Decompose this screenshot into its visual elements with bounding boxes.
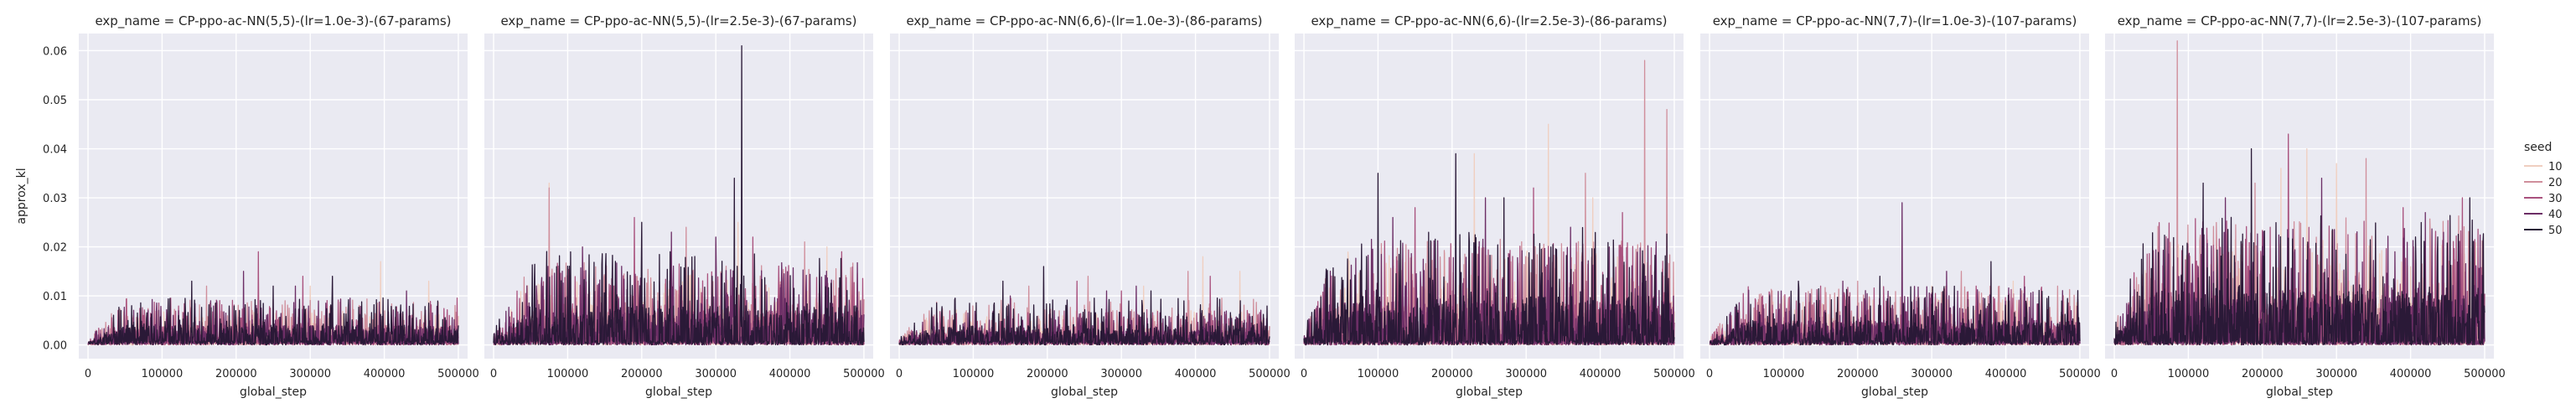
y-tick-label: 0.02 [43, 242, 67, 255]
x-tick-label: 400000 [2390, 368, 2432, 380]
legend-entries: 10 20 30 40 50 [2524, 161, 2563, 237]
x-axis-label: global_step [645, 385, 712, 399]
panel-title: exp_name = CP-ppo-ac-NN(5,5)-(lr=1.0e-3)… [95, 13, 451, 29]
legend-label: 10 [2548, 161, 2563, 173]
x-tick-label: 100000 [1358, 368, 1399, 380]
x-tick-label: 500000 [1249, 368, 1291, 380]
x-tick-label: 0 [490, 368, 497, 380]
x-tick-label: 200000 [1837, 368, 1879, 380]
legend-label: 30 [2548, 193, 2563, 205]
y-tick-label: 0.06 [43, 45, 67, 58]
x-axis-label: global_step [1051, 385, 1118, 399]
panel-title: exp_name = CP-ppo-ac-NN(7,7)-(lr=1.0e-3)… [1713, 13, 2077, 29]
facet-panels: 0 100000 200000 300000 400000 500000 0.00 0.01 0… [15, 13, 2506, 399]
x-tick-label: 300000 [289, 368, 331, 380]
series-line-seed-50 [87, 276, 459, 346]
legend-title: seed [2524, 141, 2552, 154]
x-tick-label: 500000 [843, 368, 885, 380]
x-tick-label: 0 [1301, 368, 1307, 380]
series-line-seed-50 [898, 266, 1270, 346]
facet-panel: 0 100000 200000 300000 400000 500000 exp_name … [890, 13, 1291, 399]
x-tick-label: 100000 [547, 368, 589, 380]
facet-panel: 0 100000 200000 300000 400000 500000 exp_name … [484, 13, 885, 399]
series-line-seed-50 [1303, 153, 1675, 346]
panel-title: exp_name = CP-ppo-ac-NN(7,7)-(lr=2.5e-3)… [2118, 13, 2482, 29]
y-tick-label: 0.03 [43, 193, 67, 205]
y-tick-label: 0.00 [43, 340, 67, 353]
x-tick-label: 0 [896, 368, 903, 380]
facet-panel: 0 100000 200000 300000 400000 500000 exp_name … [1295, 13, 1695, 399]
series-line-seed-50 [2113, 147, 2485, 346]
legend: seed 10 20 30 40 50 [2524, 141, 2563, 237]
x-tick-label: 500000 [437, 368, 479, 380]
panel-title: exp_name = CP-ppo-ac-NN(6,6)-(lr=1.0e-3)… [906, 13, 1262, 29]
x-axis-label: global_step [1456, 385, 1523, 399]
x-axis-label: global_step [2266, 385, 2333, 399]
y-axis-label: approx_kl [15, 168, 28, 224]
series-line-seed-50 [1709, 261, 2081, 346]
series-line-seed-40 [898, 285, 1270, 346]
x-tick-label: 500000 [2059, 368, 2101, 380]
facet-panel: 0 100000 200000 300000 400000 500000 exp_name … [2105, 13, 2506, 399]
x-tick-label: 300000 [1505, 368, 1547, 380]
x-tick-label: 100000 [142, 368, 184, 380]
series-line-seed-50 [493, 44, 865, 346]
series-line-seed-20 [2113, 40, 2485, 346]
x-tick-label: 100000 [1763, 368, 1805, 380]
x-tick-label: 400000 [769, 368, 811, 380]
x-tick-label: 200000 [621, 368, 663, 380]
x-tick-label: 0 [85, 368, 91, 380]
y-tick-label: 0.05 [43, 95, 67, 107]
x-tick-label: 100000 [2168, 368, 2210, 380]
x-tick-label: 0 [1706, 368, 1713, 380]
y-tick-label: 0.04 [43, 144, 67, 157]
x-tick-label: 300000 [1911, 368, 1953, 380]
facet-panel: 0 100000 200000 300000 400000 500000 exp_name … [1700, 13, 2101, 399]
x-tick-label: 200000 [215, 368, 257, 380]
panel-title: exp_name = CP-ppo-ac-NN(5,5)-(lr=2.5e-3)… [500, 13, 856, 29]
x-tick-label: 500000 [2464, 368, 2506, 380]
x-tick-label: 400000 [364, 368, 406, 380]
x-tick-label: 400000 [1985, 368, 2027, 380]
x-tick-label: 300000 [2315, 368, 2357, 380]
panel-title: exp_name = CP-ppo-ac-NN(6,6)-(lr=2.5e-3)… [1311, 13, 1667, 29]
x-tick-label: 200000 [1431, 368, 1473, 380]
x-axis-label: global_step [240, 385, 307, 399]
x-tick-label: 100000 [953, 368, 995, 380]
legend-label: 50 [2548, 225, 2563, 237]
y-tick-label: 0.01 [43, 291, 67, 303]
x-tick-label: 400000 [1175, 368, 1217, 380]
x-tick-label: 500000 [1653, 368, 1695, 380]
legend-label: 40 [2548, 209, 2563, 221]
facet-panel: 0 100000 200000 300000 400000 500000 0.00 0.01 0… [15, 13, 479, 399]
x-axis-label: global_step [1861, 385, 1928, 399]
x-tick-label: 300000 [1100, 368, 1142, 380]
x-tick-label: 200000 [1027, 368, 1068, 380]
x-tick-label: 200000 [2242, 368, 2284, 380]
x-tick-label: 400000 [1580, 368, 1622, 380]
x-tick-label: 300000 [695, 368, 737, 380]
x-tick-label: 0 [2111, 368, 2118, 380]
legend-label: 20 [2548, 177, 2563, 189]
